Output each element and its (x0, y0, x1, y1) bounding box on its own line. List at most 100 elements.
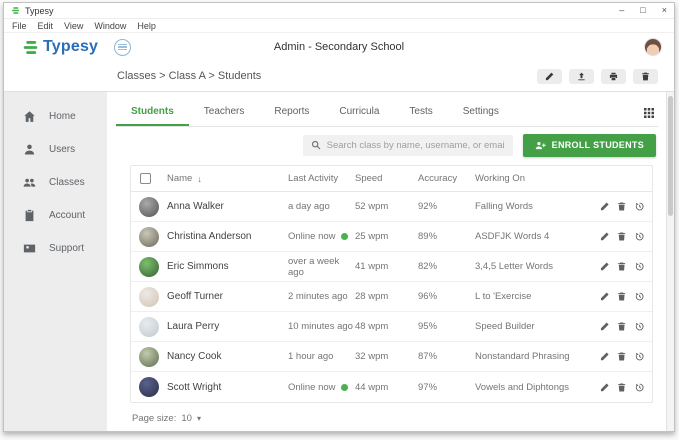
breadcrumb[interactable]: Classes > Class A > Students (117, 70, 261, 82)
search-input[interactable] (327, 140, 505, 151)
grid-icon (644, 108, 654, 118)
menu-help[interactable]: Help (137, 21, 156, 31)
sidebar-item-account[interactable]: Account (4, 199, 107, 232)
upload-button[interactable] (569, 69, 594, 84)
table-row[interactable]: Eric Simmons over a week ago 41 wpm 82% … (131, 252, 652, 282)
edit-button[interactable] (537, 69, 562, 84)
select-all-checkbox[interactable] (140, 173, 151, 184)
edit-icon[interactable] (600, 351, 609, 362)
table-row[interactable]: Christina Anderson Online now 25 wpm 89%… (131, 222, 652, 252)
edit-icon[interactable] (600, 201, 609, 212)
delete-button[interactable] (633, 69, 658, 84)
table-row[interactable]: Scott Wright Online now 44 wpm 97% Vowel… (131, 372, 652, 402)
minimize-icon[interactable]: – (619, 6, 624, 15)
enroll-students-button[interactable]: ENROLL STUDENTS (523, 134, 656, 157)
table-row[interactable]: Geoff Turner 2 minutes ago 28 wpm 96% L … (131, 282, 652, 312)
column-name[interactable]: Name (167, 173, 192, 184)
student-name: Christina Anderson (167, 231, 288, 242)
student-avatar[interactable] (139, 227, 159, 247)
tab-reports[interactable]: Reports (259, 99, 324, 126)
last-activity-cell: 10 minutes ago (288, 321, 355, 332)
history-icon[interactable] (635, 351, 644, 362)
maximize-icon[interactable]: □ (640, 6, 645, 15)
delete-icon[interactable] (617, 321, 626, 332)
page-size-value[interactable]: 10 (181, 413, 192, 424)
speed-cell: 52 wpm (355, 201, 418, 212)
sidebar-item-home[interactable]: Home (4, 100, 107, 133)
menu-edit[interactable]: Edit (38, 21, 54, 31)
print-button[interactable] (601, 69, 626, 84)
history-icon[interactable] (635, 382, 644, 393)
last-activity-cell: 1 hour ago (288, 351, 355, 362)
sidebar-item-classes[interactable]: Classes (4, 166, 107, 199)
grid-view-button[interactable] (644, 99, 658, 126)
column-accuracy[interactable]: Accuracy (418, 173, 475, 184)
sort-descending-icon[interactable]: ↓ (197, 174, 202, 184)
tab-curricula[interactable]: Curricula (324, 99, 394, 126)
sidebar-item-label: Classes (49, 177, 85, 188)
student-name: Nancy Cook (167, 351, 288, 362)
person-add-icon (535, 140, 546, 151)
search-icon (311, 140, 321, 150)
main-content: Students Teachers Reports Curricula Test… (107, 92, 674, 431)
enroll-students-label: ENROLL STUDENTS (552, 140, 644, 150)
sidebar-item-users[interactable]: Users (4, 133, 107, 166)
menu-view[interactable]: View (64, 21, 83, 31)
edit-icon[interactable] (600, 291, 609, 302)
tab-students[interactable]: Students (116, 99, 189, 126)
edit-icon[interactable] (600, 382, 609, 393)
column-speed[interactable]: Speed (355, 173, 418, 184)
edit-icon[interactable] (600, 321, 609, 332)
menu-window[interactable]: Window (94, 21, 126, 31)
students-table: Name ↓ Last Activity Speed Accuracy Work… (130, 165, 653, 403)
avatar[interactable] (644, 38, 662, 56)
edit-icon (545, 72, 554, 81)
delete-icon[interactable] (617, 382, 626, 393)
last-activity-cell: 2 minutes ago (288, 291, 355, 302)
row-actions (600, 231, 652, 242)
history-icon[interactable] (635, 261, 644, 272)
column-last-activity[interactable]: Last Activity (288, 173, 355, 184)
student-name: Geoff Turner (167, 291, 288, 302)
logo-text: Typesy (43, 38, 98, 56)
delete-icon[interactable] (617, 291, 626, 302)
delete-icon (641, 72, 650, 81)
app-body: Home Users Classes Account Support (4, 92, 674, 431)
history-icon[interactable] (635, 321, 644, 332)
table-body: Anna Walker a day ago 52 wpm 92% Falling… (131, 192, 652, 402)
delete-icon[interactable] (617, 201, 626, 212)
sidebar-item-label: Support (49, 243, 84, 254)
delete-icon[interactable] (617, 351, 626, 362)
column-working-on[interactable]: Working On (475, 173, 600, 184)
edit-icon[interactable] (600, 261, 609, 272)
table-row[interactable]: Nancy Cook 1 hour ago 32 wpm 87% Nonstan… (131, 342, 652, 372)
row-actions (600, 321, 652, 332)
student-avatar[interactable] (139, 317, 159, 337)
student-avatar[interactable] (139, 347, 159, 367)
table-row[interactable]: Laura Perry 10 minutes ago 48 wpm 95% Sp… (131, 312, 652, 342)
caret-down-icon[interactable]: ▾ (197, 414, 201, 423)
scrollbar[interactable] (666, 92, 674, 431)
delete-icon[interactable] (617, 261, 626, 272)
row-actions (600, 261, 652, 272)
table-row[interactable]: Anna Walker a day ago 52 wpm 92% Falling… (131, 192, 652, 222)
delete-icon[interactable] (617, 231, 626, 242)
history-icon[interactable] (635, 201, 644, 212)
tab-tests[interactable]: Tests (394, 99, 447, 126)
student-avatar[interactable] (139, 377, 159, 397)
sidebar-item-support[interactable]: Support (4, 232, 107, 265)
student-avatar[interactable] (139, 257, 159, 277)
tab-settings[interactable]: Settings (448, 99, 514, 126)
close-icon[interactable]: × (662, 6, 667, 15)
menu-file[interactable]: File (12, 21, 27, 31)
student-avatar[interactable] (139, 287, 159, 307)
edit-icon[interactable] (600, 231, 609, 242)
scrollbar-thumb[interactable] (668, 96, 673, 216)
tab-teachers[interactable]: Teachers (189, 99, 260, 126)
accuracy-cell: 92% (418, 201, 475, 212)
history-icon[interactable] (635, 291, 644, 302)
page-size-control: Page size: 10 ▾ (116, 403, 658, 431)
history-icon[interactable] (635, 231, 644, 242)
student-avatar[interactable] (139, 197, 159, 217)
sidebar-item-label: Users (49, 144, 75, 155)
